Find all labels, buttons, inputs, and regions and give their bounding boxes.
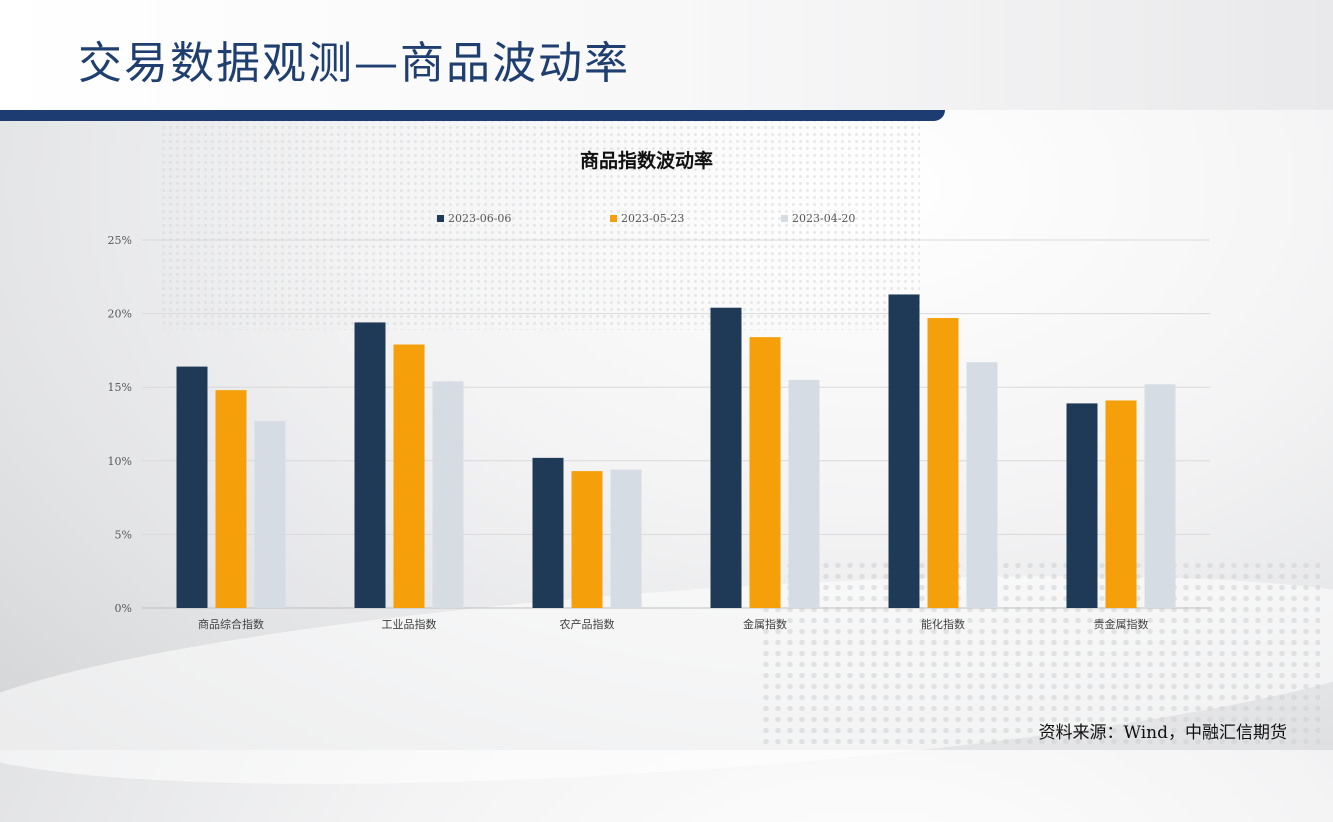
title-underline-bar — [0, 110, 945, 121]
bar — [532, 457, 564, 608]
bar — [215, 390, 247, 608]
legend-swatch-series-2 — [610, 215, 617, 222]
y-tick-label: 25% — [108, 234, 132, 247]
chart-legend: 2023-06-06 2023-05-23 2023-04-20 — [0, 212, 1333, 228]
chart-title: 商品指数波动率 — [579, 150, 713, 172]
bar — [1105, 400, 1137, 608]
bar-chart: 0% 5% 10% 15% 20% 25% 商品综合指数 工业品指数 农产品指数 金属指数 能化指数… — [108, 234, 1210, 631]
y-tick-label: 20% — [108, 308, 132, 321]
bar — [1066, 403, 1098, 608]
y-tick-label: 0% — [115, 602, 132, 615]
x-tick-label: 金属指数 — [743, 617, 787, 631]
bar — [927, 318, 959, 608]
page-title: 交易数据观测—商品波动率 — [78, 38, 630, 89]
bar — [176, 366, 208, 608]
x-tick-label: 农产品指数 — [560, 617, 615, 631]
legend-swatch-series-1 — [437, 215, 444, 222]
x-tick-label: 能化指数 — [921, 617, 965, 631]
legend-label-series-2: 2023-05-23 — [621, 212, 685, 225]
legend-item-series-3: 2023-04-20 — [781, 212, 855, 225]
header-band — [0, 0, 1333, 110]
bar — [254, 421, 286, 608]
source-note: 资料来源：Wind，中融汇信期货 — [1038, 723, 1287, 743]
bar — [571, 471, 603, 608]
y-tick-label: 10% — [108, 455, 132, 468]
bar — [1144, 384, 1176, 608]
legend-item-series-1: 2023-06-06 — [437, 212, 511, 225]
x-tick-label: 贵金属指数 — [1094, 617, 1149, 631]
legend-label-series-3: 2023-04-20 — [792, 212, 856, 225]
bar — [888, 294, 920, 608]
legend-item-series-2: 2023-05-23 — [610, 212, 684, 225]
x-tick-label: 工业品指数 — [382, 617, 437, 631]
x-tick-label: 商品综合指数 — [198, 617, 264, 631]
bar — [354, 322, 386, 608]
bar — [710, 307, 742, 608]
bar — [610, 469, 642, 608]
y-tick-label: 15% — [108, 381, 132, 394]
background-world-map-dots — [160, 110, 920, 330]
bar — [432, 381, 464, 608]
background-hex-pattern — [760, 560, 1320, 750]
y-tick-label: 5% — [115, 528, 132, 541]
bar — [966, 362, 998, 608]
legend-label-series-1: 2023-06-06 — [448, 212, 512, 225]
bar — [393, 344, 425, 608]
legend-swatch-series-3 — [781, 215, 788, 222]
bar — [749, 337, 781, 608]
bar — [788, 379, 820, 608]
